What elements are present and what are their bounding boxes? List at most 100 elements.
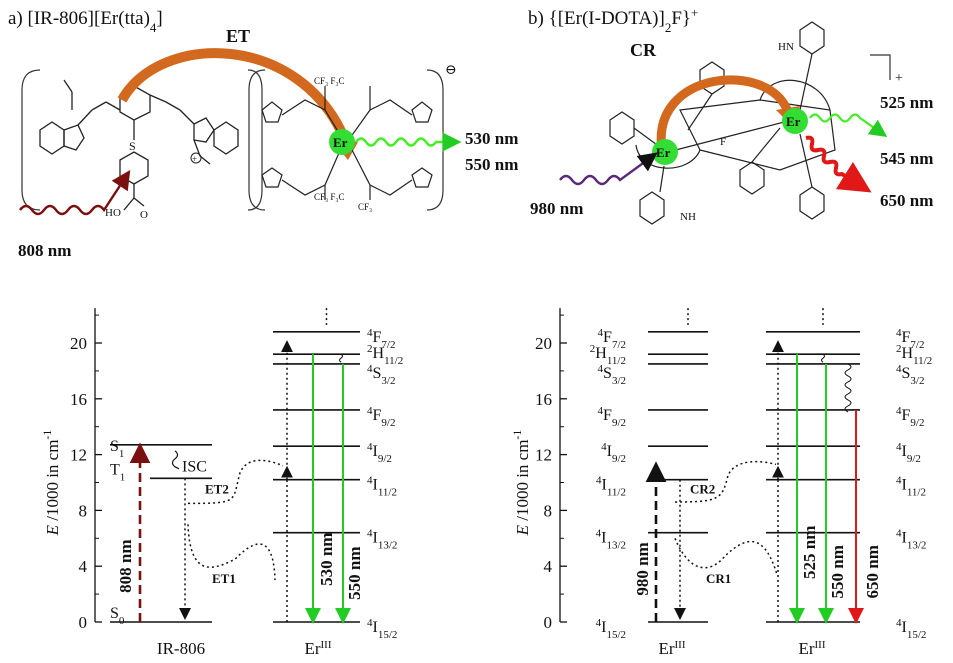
er-level-label: 4I11/2: [596, 475, 626, 499]
panel-b-title: b) {[Er(I-DOTA)]2F}+: [528, 5, 698, 35]
cr-arrow: [656, 75, 793, 151]
x-label-er-left: ErIII: [304, 639, 331, 658]
cr1-label: CR1: [706, 571, 731, 586]
em-530-vertical-label: 530 nm: [317, 533, 336, 586]
y-tick-label: 4: [79, 557, 88, 576]
relax-squiggle-r1: [821, 353, 825, 363]
em-530-label-a: 530 nm: [465, 129, 518, 148]
cr-label: CR: [630, 40, 657, 60]
er-level-label: 4S3/2: [896, 363, 924, 387]
em-550-label-a: 550 nm: [465, 155, 518, 174]
x-label-er-r1: ErIII: [658, 639, 685, 658]
nh-label: NH: [680, 211, 696, 223]
emission-wavy-arrow-a: [355, 132, 462, 152]
relax-squiggle: [339, 353, 343, 363]
s1-label: S1: [110, 438, 124, 460]
et1-label: ET1: [212, 571, 236, 586]
excitation-980-wavy-arrow: [559, 152, 658, 186]
exc-808-label: 808 nm: [18, 241, 71, 260]
er-level-label: 4F7/2: [367, 327, 395, 351]
er-level-label: 4I13/2: [596, 528, 626, 552]
hn-label: HN: [778, 41, 794, 53]
er-level-label: 4I9/2: [601, 441, 626, 465]
et-label: ET: [226, 26, 250, 46]
er-level-label: 4S3/2: [367, 363, 395, 387]
er-level-label: 4I15/2: [896, 617, 926, 641]
er-level-label: 4F9/2: [896, 405, 924, 429]
er-ion-a: [329, 129, 355, 155]
er-label-b2: Er: [786, 114, 801, 129]
s0-label: S0: [110, 605, 125, 627]
oxygen-label: O: [140, 209, 148, 221]
er-level-label: 2H11/2: [896, 343, 932, 367]
y-tick-label: 8: [79, 501, 88, 520]
er-level-label: 4S3/2: [598, 363, 626, 387]
em-650-vertical-label: 650 nm: [863, 545, 882, 598]
er-level-label: 2H11/2: [590, 343, 626, 367]
exc-808-vertical-label: 808 nm: [116, 540, 135, 593]
cf3-bottom2: CF₃: [358, 202, 372, 212]
em-550-vertical-label-r: 550 nm: [828, 545, 847, 598]
y-tick-label: 0: [544, 613, 553, 632]
t1-label: T1: [110, 461, 125, 483]
y-tick-label: 8: [544, 501, 553, 520]
cr2-label: CR2: [690, 482, 715, 497]
er-level-label: 4I15/2: [596, 617, 626, 641]
y-axis-label: E /1000 in cm-1: [510, 430, 532, 537]
er-ion-b1: [652, 139, 678, 165]
sulfur-label: S: [129, 139, 136, 153]
dota-structure: [609, 21, 836, 225]
emission-red-wavy-arrow-b: [805, 135, 872, 193]
hooc-label: HO: [105, 207, 121, 219]
em-525-label-b: 525 nm: [880, 93, 933, 112]
er-level-label: 4F9/2: [598, 405, 626, 429]
positive-sign: +: [192, 154, 197, 164]
er-level-label: 4F7/2: [896, 327, 924, 351]
er-ion-b2: [782, 108, 808, 134]
charge-plus: +: [895, 71, 903, 86]
y-tick-label: 20: [70, 334, 87, 353]
y-tick-label: 12: [535, 446, 552, 465]
et-arrow: [117, 48, 350, 142]
er-level-label: 4I11/2: [896, 475, 926, 499]
em-650-label-b: 650 nm: [880, 191, 933, 210]
ir806-structure: [39, 79, 239, 211]
et2-curve: [187, 459, 284, 505]
er-label-a: Er: [333, 135, 348, 150]
tta-ligands: [261, 86, 433, 200]
x-label-er-r2: ErIII: [798, 639, 825, 658]
emission-green-wavy-arrow-b: [809, 113, 888, 138]
em-550-vertical-label: 550 nm: [345, 546, 364, 599]
panel-a-title: a) [IR-806][Er(tta)4]: [8, 8, 163, 35]
y-axis-label: E /1000 in cm-1: [40, 430, 62, 537]
er-level-label: 4I15/2: [367, 617, 397, 641]
y-tick-label: 4: [544, 557, 553, 576]
y-tick-label: 20: [535, 334, 552, 353]
x-label-ir806: IR-806: [157, 639, 205, 658]
et2-label: ET2: [205, 482, 229, 497]
er-label-b1: Er: [656, 145, 671, 160]
cf3-bottom: CF₃ F₃C: [314, 192, 345, 202]
exc-980-label: 980 nm: [530, 199, 583, 218]
er-level-label: 4I9/2: [896, 441, 921, 465]
er-level-label: 4F7/2: [598, 327, 626, 351]
em-545-label-b: 545 nm: [880, 149, 933, 168]
cf3-top: CF₃ F₃C: [314, 76, 345, 86]
y-tick-label: 16: [70, 390, 87, 409]
er-level-label: 4I11/2: [367, 475, 397, 499]
em-525-vertical-label: 525 nm: [800, 526, 819, 579]
charge-symbol: ⊖: [445, 63, 457, 78]
panel-a-molecule: a) [IR-806][Er(tta)4] ⊖: [8, 8, 518, 260]
er-level-label: 4I9/2: [367, 441, 392, 465]
y-tick-label: 12: [70, 446, 87, 465]
er-level-label: 2H11/2: [367, 343, 403, 367]
panel-b-molecule: b) {[Er(I-DOTA)]2F}+ CR HN NH F +: [528, 5, 933, 225]
exc-980-vertical-label: 980 nm: [633, 542, 652, 595]
cr1-curve: [674, 538, 778, 575]
positive-charge-icon: [190, 152, 202, 164]
fluoride-label: F: [720, 136, 726, 148]
isc-squiggle: [171, 450, 180, 470]
er-level-label: 4I13/2: [367, 528, 397, 552]
